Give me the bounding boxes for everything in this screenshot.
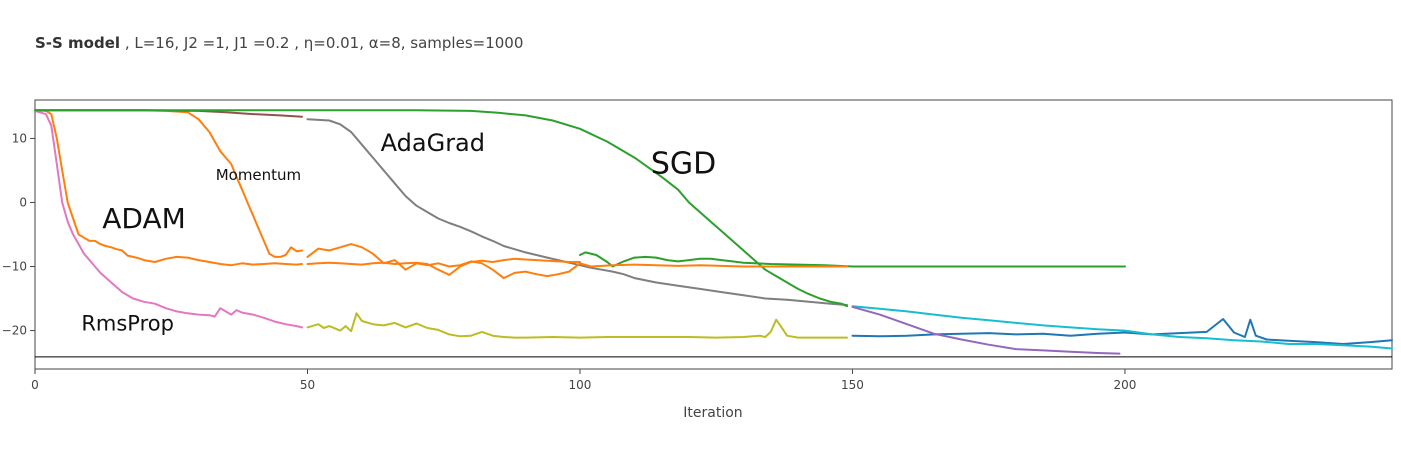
series-lines <box>34 109 1393 355</box>
annotation-adagrad: AdaGrad <box>381 129 485 157</box>
series-line-12 <box>851 305 1393 350</box>
series-line-10 <box>306 312 848 339</box>
y-tick-label: 10 <box>12 131 27 145</box>
chart-title-params: , L=16, J2 =1, J1 =0.2 , η=0.01, α=8, sa… <box>120 34 524 52</box>
x-axis-label: Iteration <box>683 405 742 421</box>
annotation-adam: ADAM <box>102 202 186 235</box>
annotation-rmsprop: RmsProp <box>81 312 174 336</box>
series-line-13 <box>851 305 1121 355</box>
annotation-momentum: Momentum <box>216 166 301 184</box>
series-line-1 <box>34 109 303 329</box>
x-tick-label: 50 <box>300 378 315 392</box>
x-tick-label: 200 <box>1114 378 1137 392</box>
x-tick-label: 0 <box>31 378 39 392</box>
series-line-2 <box>34 109 303 267</box>
annotations: Momentum AdaGrad SGD ADAM RmsProp <box>81 129 716 335</box>
series-line-9 <box>306 257 581 276</box>
annotation-sgd: SGD <box>651 147 716 182</box>
series-line-11 <box>851 318 1393 345</box>
y-tick-label: −20 <box>2 324 27 338</box>
chart-title: S-S model , L=16, J2 =1, J1 =0.2 , η=0.0… <box>35 34 523 52</box>
y-tick-label: 0 <box>19 195 27 209</box>
series-line-5 <box>306 118 848 306</box>
y-tick-label: −10 <box>2 260 27 274</box>
chart-title-bold: S-S model <box>35 34 121 52</box>
plot-frame <box>34 99 1393 370</box>
x-tick-label: 150 <box>841 378 864 392</box>
x-tick-label: 100 <box>569 378 592 392</box>
series-line-8 <box>306 243 848 280</box>
series-line-6 <box>34 109 848 308</box>
